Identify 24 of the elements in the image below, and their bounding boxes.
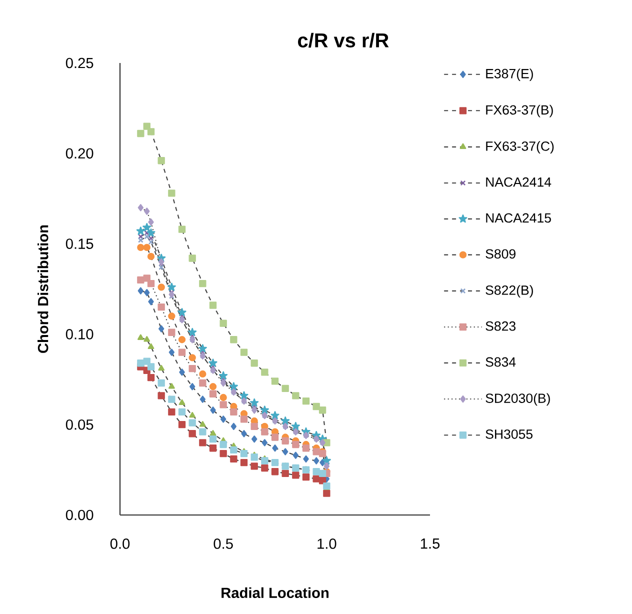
legend-label: S822(B) xyxy=(486,285,533,298)
y-tick-label: 0.25 xyxy=(66,58,94,68)
x-tick-label: 1.5 xyxy=(420,538,440,549)
y-tick-label: 0.05 xyxy=(66,419,94,430)
legend-label: E387(E) xyxy=(486,68,533,81)
legend-label: NACA2415 xyxy=(486,213,551,223)
chart-title: c/R vs r/R xyxy=(298,32,389,48)
x-tick-label: 1.0 xyxy=(318,538,336,549)
legend-label: FX63-37(C) xyxy=(486,141,554,154)
legend-label: FX63-37(B) xyxy=(486,104,553,118)
legend-label: SD2030(B) xyxy=(486,393,550,406)
x-tick-label: 0.5 xyxy=(214,538,233,549)
x-axis-title: Radial Location xyxy=(222,587,328,598)
legend-label: SH3055 xyxy=(486,429,533,439)
y-tick-label: 0.00 xyxy=(66,510,94,520)
y-tick-label: 0.20 xyxy=(66,148,94,159)
legend-label: NACA2414 xyxy=(486,177,552,187)
x-tick-label: 0.0 xyxy=(110,538,130,549)
legend-label: S809 xyxy=(486,249,516,259)
legend-label: S834 xyxy=(486,357,516,367)
y-tick-label: 0.10 xyxy=(66,329,94,340)
legend-label: S823 xyxy=(486,321,516,331)
y-tick-label: 0.15 xyxy=(66,238,94,249)
y-axis-title: Chord Distribution xyxy=(38,225,48,353)
